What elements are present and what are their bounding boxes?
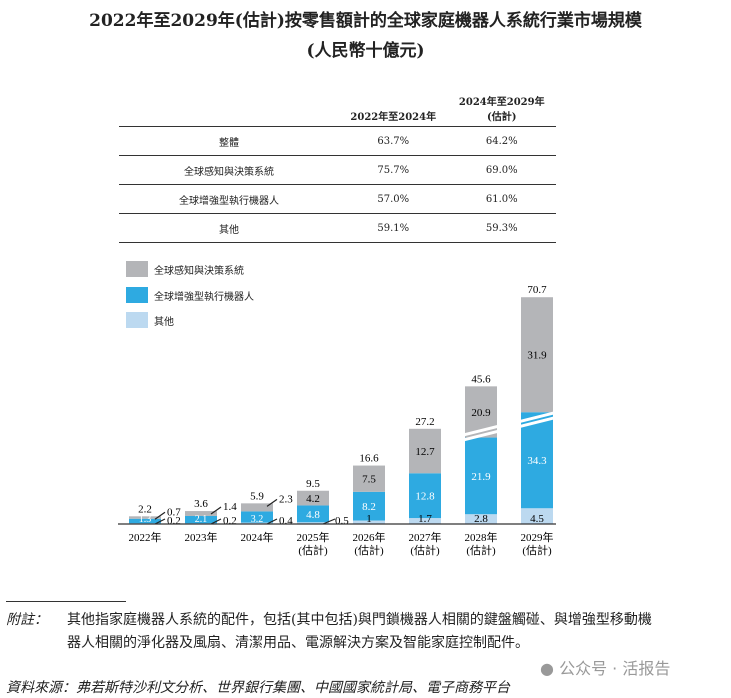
bar-segment — [241, 503, 273, 512]
total-label: 70.7 — [527, 284, 547, 296]
bar-segment — [241, 522, 273, 524]
leader-line — [266, 498, 278, 507]
x-tick-label: 2022年 — [129, 530, 162, 544]
x-tick-sublabel: (估計) — [298, 543, 328, 557]
legend-swatch — [126, 261, 148, 277]
legend-swatch — [126, 312, 148, 328]
x-tick-sublabel: (估計) — [354, 543, 384, 557]
bar-segment — [409, 428, 441, 474]
data-label: 2.8 — [474, 513, 488, 525]
header-2024-2029: 2024年至2029年 (估計) — [458, 97, 545, 123]
table-row: 全球感知與決策系統 75.7% 69.0% — [119, 155, 556, 185]
data-label: 4.2 — [306, 493, 320, 505]
bar-segment — [353, 520, 385, 524]
bar-segment — [521, 412, 553, 509]
bar-segment — [241, 511, 273, 523]
bar-segment — [185, 515, 217, 524]
bar-segment — [297, 490, 329, 506]
bar-segment — [521, 297, 553, 413]
wechat-icon: ● — [540, 659, 554, 678]
data-label: 21.9 — [471, 471, 491, 483]
bar-segment — [409, 473, 441, 519]
note-line: 器人相關的淨化器及風扇、清潔用品、電源解決方案及智能家庭控制配件。 — [67, 635, 529, 651]
x-tick-sublabel: (估計) — [466, 543, 496, 557]
x-tick-label: 2026年 — [353, 530, 386, 544]
bar-segment — [129, 518, 161, 524]
leader-line — [210, 518, 222, 525]
bar-segment — [297, 522, 329, 524]
axis-break-mark — [516, 410, 558, 429]
x-tick-label: 2029年 — [521, 530, 554, 544]
total-label: 16.6 — [359, 453, 379, 465]
data-label: 1 — [366, 513, 372, 525]
total-label: 5.9 — [250, 490, 264, 502]
x-tick-label: 2025年 — [297, 530, 330, 544]
data-label: 0.5 — [335, 515, 349, 527]
leader-line — [266, 518, 278, 525]
table-row: 其他 59.1% 59.3% — [119, 213, 556, 243]
legend-item-other: 其他 — [126, 312, 174, 328]
total-label: 9.5 — [306, 478, 320, 490]
data-label: 0.4 — [279, 515, 293, 527]
watermark: ● 公众号 · 活报告 — [540, 659, 671, 678]
data-label: 2.1 — [195, 514, 208, 525]
divider — [6, 601, 126, 602]
bar-segment — [129, 516, 161, 519]
leader-line — [322, 518, 336, 525]
x-tick-label: 2028年 — [465, 530, 498, 544]
data-label: 3.2 — [251, 514, 264, 525]
chart-subtitle: (人民幣十億元) — [306, 41, 425, 61]
stacked-bar-chart: 1.30.70.22.22022年2.11.40.23.62023年3.22.3… — [118, 284, 558, 557]
note-line: 其他指家庭機器人系統的配件，包括(其中包括)與門鎖機器人相關的鍵盤觸碰、與增強型… — [67, 612, 652, 628]
bar-segment — [521, 508, 553, 524]
legend-item-perception: 全球感知與決策系統 — [126, 261, 244, 277]
data-label: 31.9 — [527, 350, 547, 362]
header-2022-2024: 2022年至2024年 — [350, 112, 437, 123]
data-label: 8.2 — [362, 501, 376, 513]
data-label: 12.7 — [415, 446, 435, 458]
total-label: 45.6 — [471, 373, 491, 385]
leader-line — [154, 511, 166, 520]
total-label: 3.6 — [194, 498, 208, 510]
cagr-table: 2022年至2024年 2024年至2029年 (估計) 整體 63.7% 64.2%… — [119, 93, 556, 243]
bar-segment — [409, 518, 441, 524]
legend-swatch — [126, 287, 148, 303]
data-label: 2.3 — [279, 493, 293, 505]
legend-item-actuator: 全球增強型執行機器人 — [126, 287, 254, 303]
bar-segment — [353, 465, 385, 492]
axis-break-mark — [460, 424, 502, 443]
data-label: 4.5 — [530, 513, 544, 525]
x-tick-sublabel: (估計) — [522, 543, 552, 557]
bar-segment — [297, 505, 329, 523]
leader-line — [210, 506, 222, 515]
x-tick-sublabel: (估計) — [410, 543, 440, 557]
table-row: 整體 63.7% 64.2% — [119, 126, 556, 156]
total-label: 27.2 — [415, 416, 434, 428]
total-label: 2.2 — [138, 503, 152, 515]
note-label: 附註： — [6, 612, 48, 628]
chart-title: 2022年至2029年(估計)按零售額計的全球家庭機器人系統行業市場規模 — [89, 11, 642, 31]
data-label: 4.8 — [306, 509, 320, 521]
data-label: 7.5 — [362, 474, 376, 486]
x-tick-label: 2023年 — [185, 530, 218, 544]
bar-segment — [465, 437, 497, 515]
data-label: 1.3 — [139, 514, 152, 525]
source-text: 資料來源：弗若斯特沙利文分析、世界銀行集團、中國國家統計局、電子商務平台 — [6, 680, 510, 696]
data-label: 12.8 — [415, 491, 435, 503]
x-tick-label: 2024年 — [241, 530, 274, 544]
data-label: 0.2 — [223, 515, 237, 527]
bar-segment — [185, 511, 217, 516]
data-label: 20.9 — [471, 407, 491, 419]
data-label: 1.7 — [418, 513, 432, 525]
bar-segment — [465, 514, 497, 524]
data-label: 0.7 — [167, 506, 181, 518]
bar-segment — [353, 491, 385, 521]
x-tick-label: 2027年 — [409, 530, 442, 544]
table-row: 全球增強型執行機器人 57.0% 61.0% — [119, 184, 556, 214]
data-label: 0.2 — [167, 515, 181, 527]
data-label: 34.3 — [527, 455, 547, 467]
data-label: 1.4 — [223, 501, 237, 513]
leader-line — [154, 518, 166, 525]
